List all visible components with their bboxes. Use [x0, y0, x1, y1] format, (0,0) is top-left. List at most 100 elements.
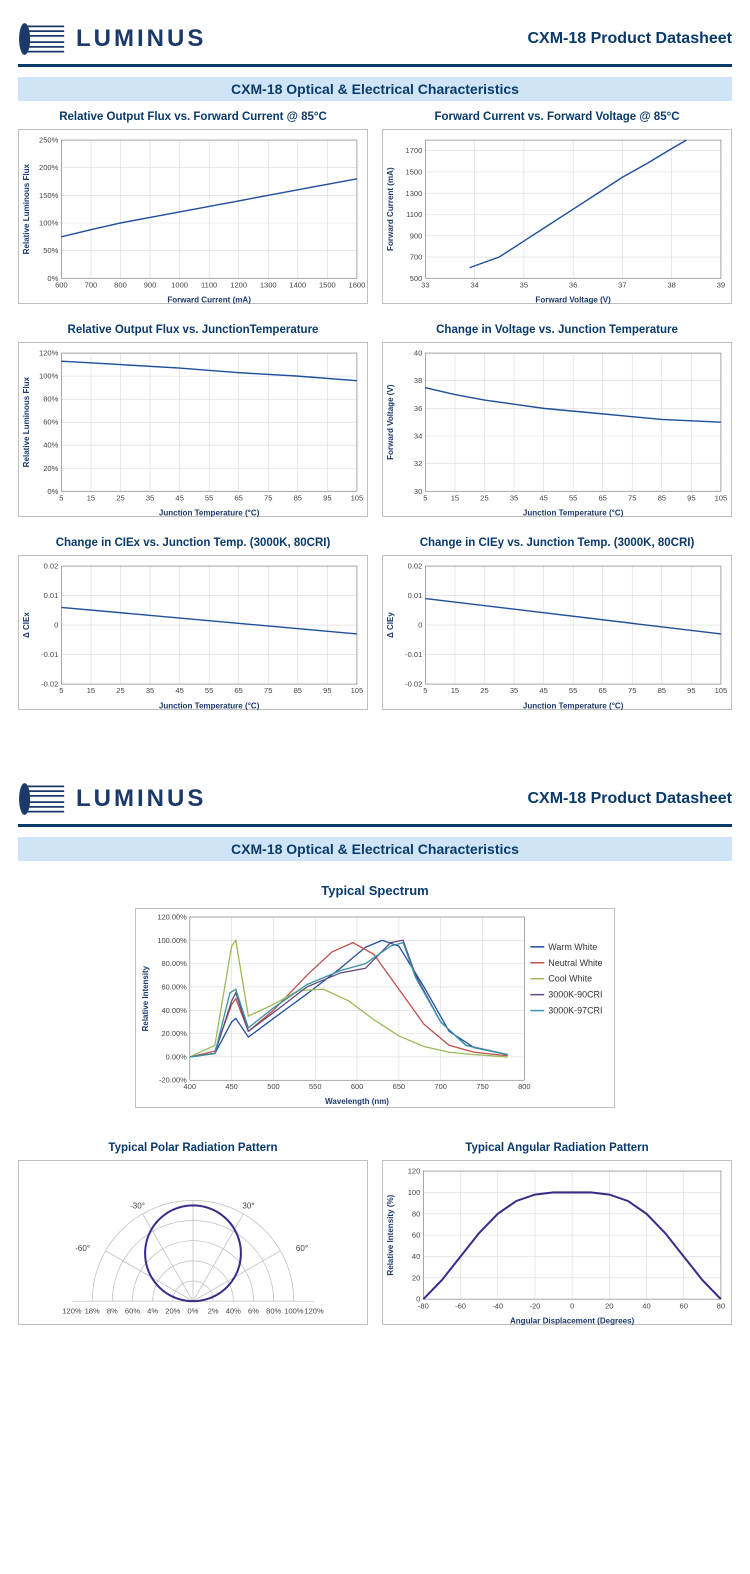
svg-text:25: 25 [480, 686, 488, 695]
svg-text:85: 85 [294, 686, 302, 695]
svg-text:750: 750 [476, 1082, 488, 1091]
svg-text:15: 15 [87, 493, 95, 502]
svg-text:80: 80 [717, 1301, 725, 1310]
svg-text:45: 45 [175, 686, 183, 695]
svg-text:45: 45 [539, 493, 547, 502]
chart-iv: 500700900110013001500170033343536373839F… [382, 129, 732, 304]
svg-text:1500: 1500 [319, 280, 336, 289]
svg-text:700: 700 [410, 253, 423, 262]
svg-text:1200: 1200 [230, 280, 247, 289]
svg-text:3000K-97CRI: 3000K-97CRI [548, 1006, 602, 1016]
angular-title: Typical Angular Radiation Pattern [382, 1142, 732, 1154]
page-2: LUMINUS CXM-18 Product Datasheet CXM-18 … [0, 760, 750, 1355]
svg-text:95: 95 [323, 686, 331, 695]
svg-text:80%: 80% [266, 1306, 281, 1315]
svg-text:600: 600 [55, 280, 68, 289]
svg-text:34: 34 [414, 432, 422, 441]
product-title-2: CXM-18 Product Datasheet [528, 790, 733, 808]
svg-text:65: 65 [598, 686, 606, 695]
svg-text:105: 105 [715, 686, 728, 695]
svg-text:-80: -80 [418, 1301, 429, 1310]
svg-text:-0.02: -0.02 [41, 680, 58, 689]
svg-text:6%: 6% [248, 1306, 259, 1315]
svg-text:80%: 80% [43, 395, 58, 404]
svg-text:-0.01: -0.01 [41, 650, 58, 659]
svg-text:Forward Current (mA): Forward Current (mA) [167, 295, 251, 304]
svg-text:35: 35 [510, 493, 518, 502]
svg-text:34: 34 [470, 280, 478, 289]
svg-text:60.00%: 60.00% [162, 982, 188, 991]
svg-text:Junction Temperature (°C): Junction Temperature (°C) [159, 508, 260, 517]
patterns-row: -30°30°-60°60°120%18%8%60%4%20%0%2%40%6%… [18, 1160, 732, 1325]
svg-text:-20: -20 [529, 1301, 540, 1310]
svg-text:1300: 1300 [406, 189, 423, 198]
svg-text:25: 25 [116, 686, 124, 695]
svg-text:-0.01: -0.01 [405, 650, 422, 659]
svg-text:550: 550 [309, 1082, 321, 1091]
svg-text:600: 600 [351, 1082, 363, 1091]
svg-text:60%: 60% [43, 418, 58, 427]
svg-text:Wavelength (nm): Wavelength (nm) [325, 1097, 389, 1106]
row-3: Change in CIEx vs. Junction Temp. (3000K… [18, 537, 732, 710]
chart-polar: -30°30°-60°60°120%18%8%60%4%20%0%2%40%6%… [18, 1160, 368, 1325]
svg-text:50%: 50% [43, 246, 58, 255]
pattern-titles: Typical Polar Radiation Pattern Typical … [18, 1142, 732, 1160]
chart-spectrum: -20.00%0.00%20.00%40.00%60.00%80.00%100.… [135, 908, 615, 1108]
svg-text:250%: 250% [39, 136, 59, 145]
svg-text:150%: 150% [39, 191, 59, 200]
svg-text:75: 75 [264, 493, 272, 502]
svg-text:20.00%: 20.00% [162, 1029, 188, 1038]
spectrum-title: Typical Spectrum [18, 883, 732, 898]
svg-text:65: 65 [234, 686, 242, 695]
svg-text:120%: 120% [39, 349, 59, 358]
logo-text: LUMINUS [76, 25, 206, 53]
svg-text:8%: 8% [107, 1306, 118, 1315]
svg-text:105: 105 [715, 493, 728, 502]
svg-text:Warm White: Warm White [548, 942, 597, 952]
svg-text:75: 75 [264, 686, 272, 695]
svg-text:100.00%: 100.00% [157, 936, 187, 945]
svg-text:Δ CIEx: Δ CIEx [22, 612, 31, 638]
svg-text:40%: 40% [43, 441, 58, 450]
svg-text:30: 30 [414, 487, 422, 496]
svg-text:5: 5 [59, 493, 63, 502]
chart-title-flux-current: Relative Output Flux vs. Forward Current… [18, 111, 368, 123]
page-1: LUMINUS CXM-18 Product Datasheet CXM-18 … [0, 0, 750, 760]
svg-text:38: 38 [414, 376, 422, 385]
svg-text:80: 80 [412, 1209, 420, 1218]
chart-vf-tj: 3032343638405152535455565758595105Juncti… [382, 342, 732, 517]
svg-text:55: 55 [569, 493, 577, 502]
svg-text:0.02: 0.02 [408, 562, 423, 571]
svg-text:4%: 4% [147, 1306, 158, 1315]
svg-text:-60°: -60° [75, 1244, 90, 1253]
svg-text:40%: 40% [226, 1306, 241, 1315]
svg-text:3000K-90CRI: 3000K-90CRI [548, 990, 602, 1000]
product-title: CXM-18 Product Datasheet [528, 30, 733, 48]
svg-text:0.01: 0.01 [44, 591, 59, 600]
svg-text:120%: 120% [304, 1306, 324, 1315]
logo-2: LUMINUS [18, 780, 206, 818]
svg-text:1700: 1700 [406, 146, 423, 155]
chart-title-flux-tj: Relative Output Flux vs. JunctionTempera… [18, 324, 368, 336]
svg-text:0: 0 [418, 621, 422, 630]
svg-text:1100: 1100 [406, 210, 422, 219]
header-rule [18, 64, 732, 67]
svg-text:35: 35 [520, 280, 528, 289]
svg-text:-0.02: -0.02 [405, 680, 422, 689]
chart-flux-current: 0%50%100%150%200%250%6007008009001000110… [18, 129, 368, 304]
svg-text:Junction Temperature (°C): Junction Temperature (°C) [159, 701, 260, 710]
svg-text:700: 700 [435, 1082, 447, 1091]
svg-text:0%: 0% [47, 487, 58, 496]
svg-text:100%: 100% [39, 372, 59, 381]
svg-text:32: 32 [414, 459, 422, 468]
svg-text:60°: 60° [296, 1244, 308, 1253]
svg-text:40: 40 [412, 1252, 420, 1261]
svg-text:650: 650 [393, 1082, 405, 1091]
svg-text:35: 35 [146, 493, 154, 502]
svg-text:20: 20 [605, 1301, 613, 1310]
svg-text:60%: 60% [125, 1306, 140, 1315]
svg-text:0: 0 [570, 1301, 574, 1310]
svg-text:Relative Intensity: Relative Intensity [141, 965, 150, 1031]
svg-text:1400: 1400 [289, 280, 306, 289]
svg-text:105: 105 [351, 493, 364, 502]
